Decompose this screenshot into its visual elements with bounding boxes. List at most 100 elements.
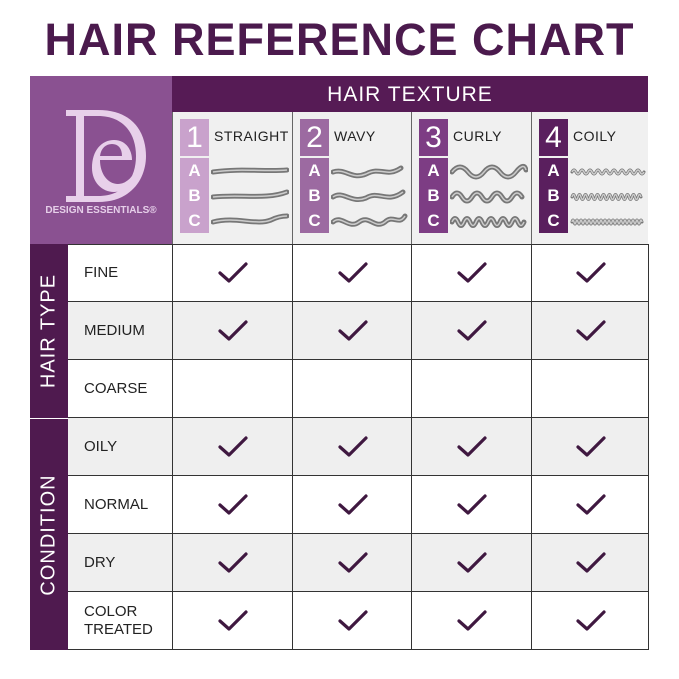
table-cell <box>172 418 293 475</box>
check-icon <box>575 493 606 515</box>
table-row-oily: OILY <box>68 418 648 476</box>
brand-name: DESIGN ESSENTIALS® <box>45 205 157 216</box>
check-icon <box>337 262 368 283</box>
page-title: HAIR REFERENCE CHART <box>44 14 635 65</box>
hair-strand-illustration <box>211 167 289 225</box>
table-cell <box>172 476 293 533</box>
check-icon <box>218 435 248 457</box>
table-cell <box>292 245 412 301</box>
check-icon <box>218 551 248 573</box>
subtype-letter: C <box>188 211 201 230</box>
texture-number-badge: 3 <box>419 119 448 156</box>
table-cell <box>531 592 649 649</box>
table-cell <box>172 302 293 359</box>
hair-strand-illustration <box>331 165 408 227</box>
table-cell <box>292 592 412 649</box>
row-label: COLOR TREATED <box>84 602 153 638</box>
table-cell <box>411 360 532 417</box>
table-cell <box>292 534 412 591</box>
section-label: HAIR TYPE <box>37 273 60 389</box>
check-icon <box>457 262 487 283</box>
check-icon <box>457 493 487 515</box>
table-cell <box>411 245 532 301</box>
row-label: COARSE <box>84 379 148 397</box>
subtype-letter: C <box>308 211 321 230</box>
check-icon <box>218 493 248 515</box>
section-condition: CONDITION <box>30 418 68 650</box>
subtype-letter: C <box>547 211 560 230</box>
check-icon <box>337 435 368 457</box>
table-cell <box>531 476 649 533</box>
check-icon <box>575 435 606 457</box>
row-label: NORMAL <box>84 495 149 513</box>
check-icon <box>337 493 368 515</box>
check-icon <box>218 609 248 631</box>
texture-number-badge: 1 <box>180 119 209 156</box>
table-cell <box>411 418 532 475</box>
table-cell <box>531 302 649 359</box>
row-label: MEDIUM <box>84 321 145 339</box>
subtype-letter: B <box>547 186 560 205</box>
table-cell <box>172 592 293 649</box>
hair-texture-header: HAIR TEXTURE <box>172 76 648 112</box>
table-cell <box>292 360 412 417</box>
subtype-letter: C <box>427 211 440 230</box>
table-cell <box>411 592 532 649</box>
de-monogram-logo <box>66 110 146 202</box>
check-icon <box>337 609 368 631</box>
texture-label: STRAIGHT <box>214 128 289 144</box>
table-row-medium: MEDIUM <box>68 302 648 360</box>
check-icon <box>575 319 606 341</box>
table-cell <box>411 302 532 359</box>
texture-number-badge: 4 <box>539 119 568 156</box>
check-icon <box>575 262 606 283</box>
table-row-dry: DRY <box>68 534 648 592</box>
table-cell <box>411 534 532 591</box>
texture-label: COILY <box>573 128 617 144</box>
table-cell <box>531 360 649 417</box>
table-border <box>648 244 649 650</box>
texture-label: WAVY <box>334 128 376 144</box>
table-cell <box>172 245 293 301</box>
check-icon <box>457 435 487 457</box>
hair-strand-illustration <box>570 168 646 226</box>
table-cell <box>172 534 293 591</box>
table-row-fine: FINE <box>68 244 648 302</box>
row-label: FINE <box>84 264 119 281</box>
check-icon <box>575 609 606 631</box>
check-icon <box>337 319 368 341</box>
check-icon <box>218 262 248 283</box>
subtype-letter: A <box>188 161 201 180</box>
hair-strand-illustration <box>450 164 528 228</box>
table-row-coarse: COARSE <box>68 360 648 418</box>
table-cell <box>531 245 649 301</box>
section-hair-type: HAIR TYPE <box>30 244 68 418</box>
table-row-color-treated: COLOR TREATED <box>68 592 648 650</box>
subtype-letter: B <box>427 186 440 205</box>
subtype-letter: B <box>308 186 321 205</box>
check-icon <box>457 319 487 341</box>
subtype-letter: A <box>308 161 321 180</box>
subtype-letter: A <box>547 161 560 180</box>
table-cell <box>531 418 649 475</box>
table-cell <box>292 418 412 475</box>
subtype-letter: A <box>427 161 440 180</box>
check-icon <box>457 551 487 573</box>
table-row-normal: NORMAL <box>68 476 648 534</box>
table-cell <box>292 302 412 359</box>
section-label: CONDITION <box>37 473 60 596</box>
table-cell <box>172 360 293 417</box>
brand-logo-panel: DESIGN ESSENTIALS® <box>30 76 172 244</box>
check-icon <box>457 609 487 631</box>
table-cell <box>411 476 532 533</box>
table-cell <box>531 534 649 591</box>
check-icon <box>575 551 606 573</box>
